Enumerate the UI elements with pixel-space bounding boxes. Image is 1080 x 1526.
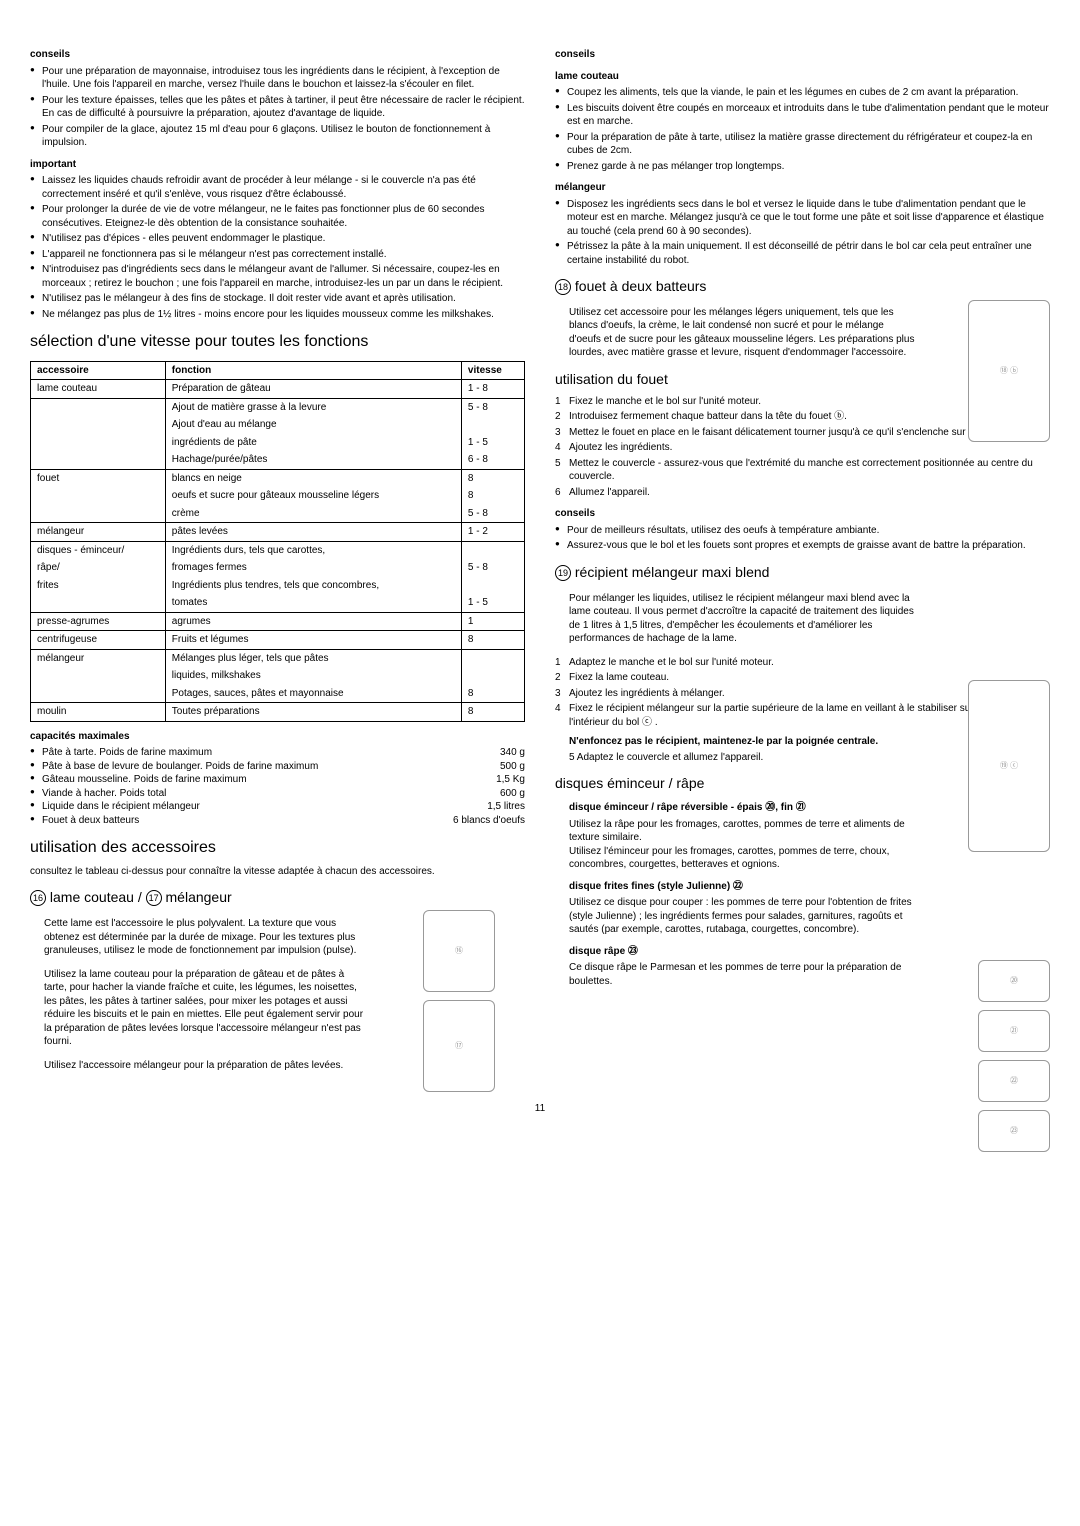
disc-20-illustration: ⑳	[978, 960, 1050, 1002]
disque3-p: Ce disque râpe le Parmesan et les pommes…	[569, 961, 916, 988]
lame-p3: Utilisez l'accessoire mélangeur pour la …	[44, 1059, 366, 1073]
blade-illustration: ⑯	[423, 910, 495, 992]
capacity-row: Pâte à tarte. Poids de farine maximum340…	[30, 746, 525, 760]
list-item: N'introduisez pas d'ingrédients secs dan…	[30, 263, 525, 290]
list-item: Pétrissez la pâte à la main uniquement. …	[555, 240, 1050, 267]
disque3-title: disque râpe ㉓	[569, 945, 916, 959]
disque2-p: Utilisez ce disque pour couper : les pom…	[569, 896, 916, 937]
conseils-heading-r: conseils	[555, 48, 1050, 62]
conseils-heading: conseils	[30, 48, 525, 62]
accessories-text: consultez le tableau ci-dessus pour conn…	[30, 865, 525, 879]
fouet-text: Utilisez cet accessoire pour les mélange…	[569, 306, 916, 360]
list-item: L'appareil ne fonctionnera pas si le mél…	[30, 248, 525, 262]
fouet-heading: 18 fouet à deux batteurs	[555, 277, 1050, 296]
list-item: Pour de meilleurs résultats, utilisez de…	[555, 524, 1050, 538]
list-item: Coupez les aliments, tels que la viande,…	[555, 86, 1050, 100]
step-item: Allumez l'appareil.	[555, 486, 1050, 500]
fouet-conseils-list: Pour de meilleurs résultats, utilisez de…	[555, 524, 1050, 553]
list-item: Ne mélangez pas plus de 1½ litres - moin…	[30, 308, 525, 322]
lame-couteau-subhead: lame couteau	[555, 70, 1050, 84]
disque1-p1: Utilisez la râpe pour les fromages, caro…	[569, 818, 916, 845]
disque1-p2: Utilisez l'éminceur pour les fromages, c…	[569, 845, 916, 872]
list-item: Pour prolonger la durée de vie de votre …	[30, 203, 525, 230]
lame-p1: Cette lame est l'accessoire le plus poly…	[44, 917, 366, 958]
lame-p2: Utilisez la lame couteau pour la prépara…	[44, 968, 366, 1049]
maxi-blend-illustration: ⑲ ⓒ	[968, 680, 1050, 852]
lame-couteau-heading: 16 lame couteau / 17 mélangeur	[30, 888, 525, 907]
capmax-heading: capacités maximales	[30, 730, 525, 744]
accessories-heading: utilisation des accessoires	[30, 837, 525, 859]
capacity-row: Pâte à base de levure de boulanger. Poid…	[30, 760, 525, 774]
capacity-row: Liquide dans le récipient mélangeur1,5 l…	[30, 800, 525, 814]
lame-couteau-list: Coupez les aliments, tels que la viande,…	[555, 86, 1050, 173]
conseils-list: Pour une préparation de mayonnaise, intr…	[30, 65, 525, 150]
list-item: Pour les texture épaisses, telles que le…	[30, 94, 525, 121]
melangeur-subhead: mélangeur	[555, 181, 1050, 195]
page-number: 11	[30, 1102, 1050, 1116]
disque1-title: disque éminceur / râpe réversible - épai…	[569, 801, 916, 815]
left-column: conseils Pour une préparation de mayonna…	[30, 40, 525, 1082]
dough-tool-illustration: ⑰	[423, 1000, 495, 1092]
speed-selection-heading: sélection d'une vitesse pour toutes les …	[30, 331, 525, 353]
step-item: Ajoutez les ingrédients.	[555, 441, 1050, 455]
fouet-conseils-heading: conseils	[555, 507, 1050, 521]
important-list: Laissez les liquides chauds refroidir av…	[30, 174, 525, 321]
whisk-illustration: ⑱ ⓑ	[968, 300, 1050, 442]
speed-table: accessoirefonctionvitesselame couteauPré…	[30, 361, 525, 722]
list-item: Assurez-vous que le bol et les fouets so…	[555, 539, 1050, 553]
step-item: Adaptez le manche et le bol sur l'unité …	[555, 656, 1050, 670]
capacity-row: Viande à hacher. Poids total600 g	[30, 787, 525, 801]
list-item: Disposez les ingrédients secs dans le bo…	[555, 198, 1050, 239]
maxi-text: Pour mélanger les liquides, utilisez le …	[569, 592, 916, 646]
capacity-row: Fouet à deux batteurs6 blancs d'oeufs	[30, 814, 525, 828]
capacity-row: Gâteau mousseline. Poids de farine maxim…	[30, 773, 525, 787]
capmax-list: Pâte à tarte. Poids de farine maximum340…	[30, 746, 525, 827]
list-item: Prenez garde à ne pas mélanger trop long…	[555, 160, 1050, 174]
important-heading: important	[30, 158, 525, 172]
list-item: Les biscuits doivent être coupés en morc…	[555, 102, 1050, 129]
melangeur-list: Disposez les ingrédients secs dans le bo…	[555, 198, 1050, 268]
step-item: Mettez le couvercle - assurez-vous que l…	[555, 457, 1050, 484]
maxi-heading: 19 récipient mélangeur maxi blend	[555, 563, 1050, 582]
list-item: Laissez les liquides chauds refroidir av…	[30, 174, 525, 201]
disc-22-illustration: ㉒	[978, 1060, 1050, 1102]
list-item: Pour compiler de la glace, ajoutez 15 ml…	[30, 123, 525, 150]
list-item: N'utilisez pas le mélangeur à des fins d…	[30, 292, 525, 306]
list-item: Pour la préparation de pâte à tarte, uti…	[555, 131, 1050, 158]
disc-21-illustration: ㉑	[978, 1010, 1050, 1052]
disque2-title: disque frites fines (style Julienne) ㉒	[569, 880, 916, 894]
list-item: Pour une préparation de mayonnaise, intr…	[30, 65, 525, 92]
right-column: conseils lame couteau Coupez les aliment…	[555, 40, 1050, 1082]
list-item: N'utilisez pas d'épices - elles peuvent …	[30, 232, 525, 246]
disc-23-illustration: ㉓	[978, 1110, 1050, 1152]
